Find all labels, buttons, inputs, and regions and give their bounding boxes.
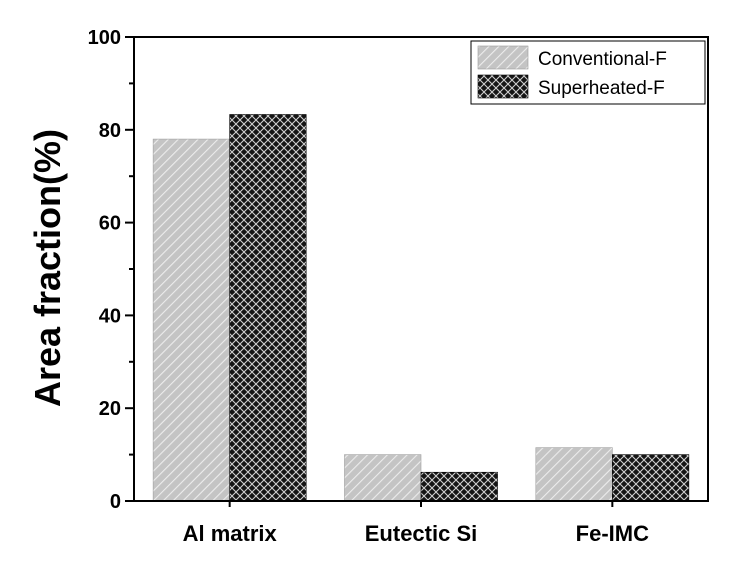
y-axis-label: Area fraction(%) xyxy=(27,129,68,407)
plot-frame xyxy=(133,36,709,502)
legend-swatch-superheated xyxy=(477,74,529,99)
legend: Conventional-F Superheated-F xyxy=(470,40,706,105)
x-tick-label-eutectic-si: Eutectic Si xyxy=(365,521,477,546)
y-tick-label: 60 xyxy=(99,213,121,235)
bar-conventional-f-fe-imc xyxy=(535,447,613,502)
y-tick-label: 100 xyxy=(88,27,121,49)
legend-swatch-conventional xyxy=(477,45,529,70)
bar-conventional-f-al-matrix xyxy=(152,138,230,502)
y-tick-label: 40 xyxy=(99,305,121,327)
y-tick-label: 20 xyxy=(99,398,121,420)
x-tick-label-fe-imc: Fe-IMC xyxy=(576,521,649,546)
bar-superheated-f-eutectic-si xyxy=(420,471,498,502)
bar-superheated-f-fe-imc xyxy=(612,454,690,502)
bar-conventional-f-eutectic-si xyxy=(344,454,422,502)
y-tick-label: 0 xyxy=(110,491,121,513)
plot-area: Al matrix Eutectic Si Fe-IMC 0 20 40 60 80 100 xyxy=(88,27,709,546)
x-tick-label-al-matrix: Al matrix xyxy=(183,521,278,546)
y-tick-label: 80 xyxy=(99,120,121,142)
legend-label-conventional: Conventional-F xyxy=(538,49,667,70)
legend-label-superheated: Superheated-F xyxy=(538,78,665,99)
bar-superheated-f-al-matrix xyxy=(229,114,307,502)
